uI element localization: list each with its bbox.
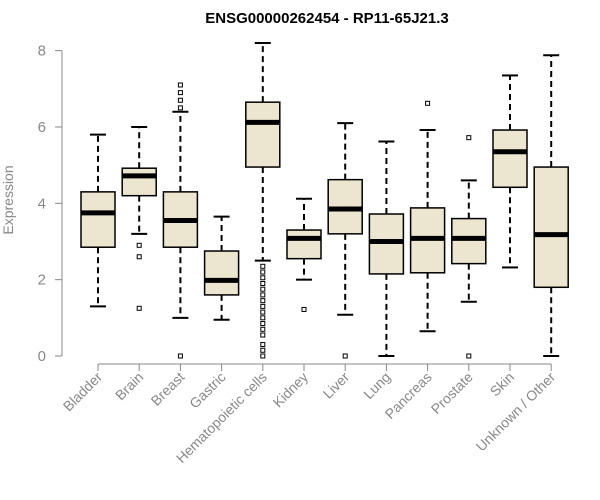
outlier-point (177, 97, 183, 103)
outlier-point (301, 306, 307, 312)
box-4 (245, 42, 281, 359)
outlier-point (177, 90, 183, 96)
outlier-point (260, 342, 266, 348)
outlier-point (260, 303, 266, 309)
x-tick-label: Prostate (428, 369, 476, 417)
outlier-point (260, 292, 266, 298)
box-5 (286, 197, 322, 312)
outlier-point (260, 298, 266, 304)
box-0 (80, 133, 116, 308)
box-rect (492, 129, 528, 189)
outlier-point (260, 286, 266, 292)
outlier-point (136, 305, 142, 311)
box-8 (409, 100, 446, 333)
outlier-point (260, 275, 266, 281)
box-rect (80, 191, 116, 248)
box-rect (245, 101, 281, 168)
outlier-point (260, 315, 266, 321)
box-rect (533, 166, 569, 289)
outlier-point (136, 242, 142, 248)
box-9 (451, 135, 487, 359)
outlier-point (466, 353, 472, 359)
box-rect (203, 250, 240, 296)
box-rect (286, 229, 322, 260)
box-10 (492, 74, 528, 269)
outlier-point (260, 269, 266, 275)
y-tick-label: 4 (38, 195, 46, 212)
box-7 (368, 140, 405, 357)
x-tick-label: Kidney (270, 369, 312, 411)
outlier-point (260, 280, 266, 286)
box-11 (533, 54, 569, 357)
boxes-group (80, 42, 569, 359)
y-tick-label: 0 (38, 348, 46, 365)
x-tick-label: Brain (112, 369, 146, 403)
chart-title: ENSG00000262454 - RP11-65J21.3 (205, 10, 449, 27)
y-tick-label: 2 (38, 272, 46, 289)
box-rect (451, 217, 487, 265)
outlier-point (342, 353, 348, 359)
outlier-point (136, 254, 142, 260)
x-tick-label: Liver (320, 369, 353, 402)
outlier-point (260, 321, 266, 327)
outlier-point (260, 347, 266, 353)
box-1 (121, 125, 157, 311)
box-2 (162, 82, 199, 359)
y-axis-label: Expression (0, 165, 16, 234)
outlier-point (425, 100, 431, 106)
y-axis: 0 2 4 6 8 (38, 43, 63, 365)
x-tick-label: Bladder (60, 369, 106, 415)
y-tick-label: 8 (38, 43, 46, 60)
outlier-point (177, 353, 183, 359)
box-rect (121, 167, 157, 197)
outlier-point (177, 105, 183, 111)
x-tick-label: Breast (148, 369, 188, 409)
y-tick-label: 6 (38, 119, 46, 136)
outlier-point (260, 326, 266, 332)
box-6 (327, 122, 363, 359)
outlier-point (466, 135, 472, 141)
outlier-point (260, 309, 266, 315)
x-tick-label: Lung (360, 369, 393, 402)
box-3 (203, 215, 240, 321)
outlier-point (260, 263, 266, 269)
outlier-point (260, 353, 266, 359)
outlier-point (260, 332, 266, 338)
x-tick-label: Skin (487, 369, 518, 400)
outlier-point (177, 82, 183, 88)
